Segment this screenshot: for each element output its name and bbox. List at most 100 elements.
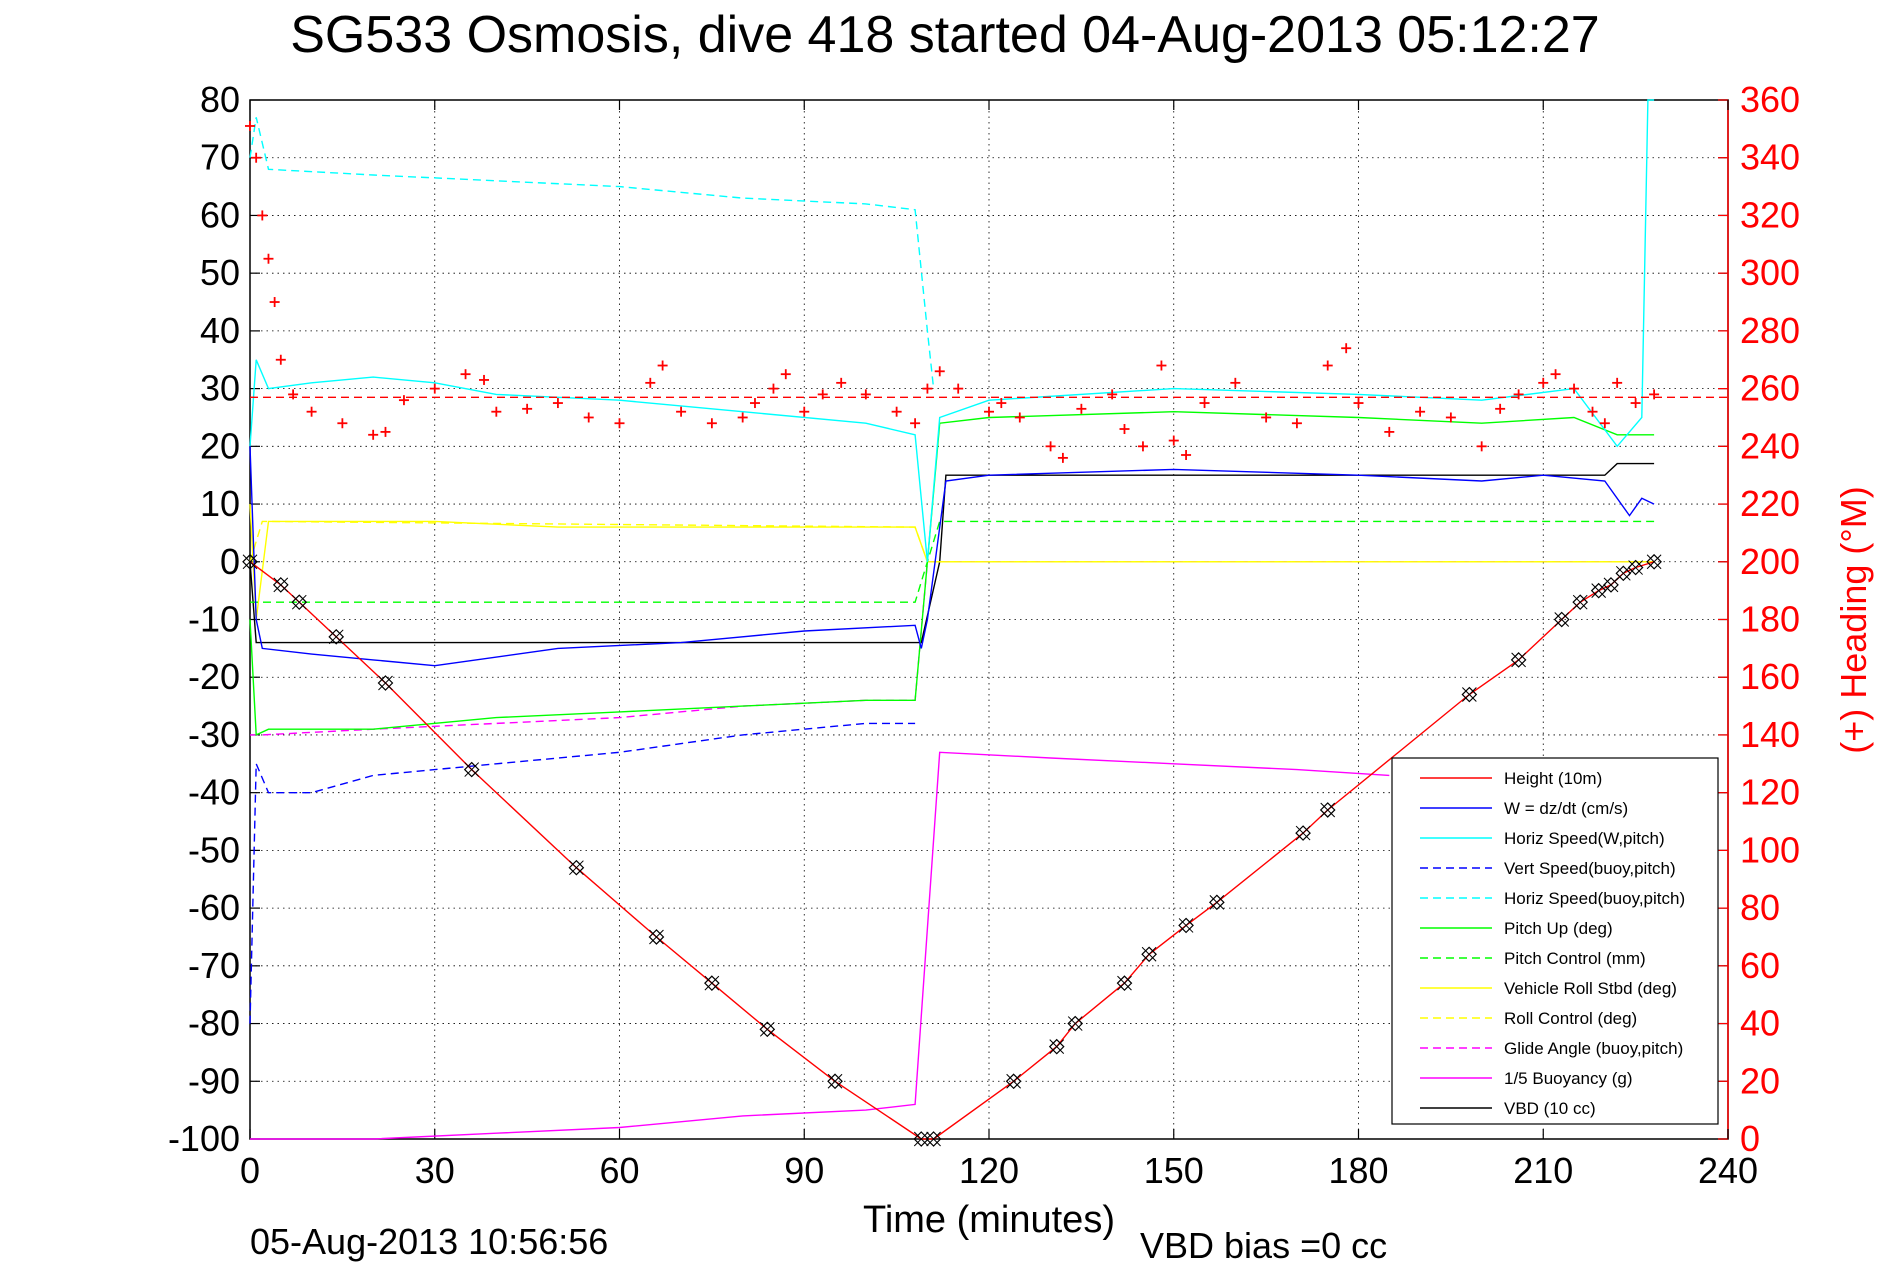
heading-point [1384,426,1395,437]
heading-point [780,369,791,380]
tick-label-left: 10 [200,483,240,524]
tick-label-left: 70 [200,137,240,178]
heading-point [1649,389,1660,400]
tick-label-left: -80 [188,1003,240,1044]
legend-label: Vert Speed(buoy,pitch) [1504,859,1676,878]
height-marker [242,553,258,570]
heading-point [368,429,379,440]
series-line [249,722,916,1024]
heading-point [1495,403,1506,414]
heading-point [676,406,687,417]
heading-point [522,403,533,414]
series-line [249,410,1655,736]
tick-label-left: -10 [188,599,240,640]
height-marker [1553,611,1570,628]
heading-point [749,398,760,409]
heading-point [460,369,471,380]
heading-point [1291,418,1302,429]
heading-point [1513,389,1524,400]
height-marker [1603,577,1619,593]
heading-point [1014,412,1025,423]
tick-label-left: 40 [200,310,240,351]
tick-label-x: 90 [784,1150,824,1191]
heading-point [1261,412,1272,423]
heading-point [1353,398,1364,409]
heading-point [398,395,409,406]
footer-timestamp: 05-Aug-2013 10:56:56 [250,1221,608,1262]
height-marker [1048,1038,1065,1055]
tick-label-x: 0 [240,1150,260,1191]
legend-box [1391,757,1719,1125]
legend-label: Pitch Control (mm) [1504,949,1646,968]
legend-label: Pitch Up (deg) [1504,919,1613,938]
height-marker [1627,559,1644,576]
height-marker [328,628,345,645]
heading-point [275,354,286,365]
tick-label-right: 60 [1740,945,1780,986]
heading-point [768,383,779,394]
height-marker [648,929,665,945]
tick-label-left: -50 [188,829,240,870]
legend-label: Vehicle Roll Stbd (deg) [1504,979,1677,998]
chart-title: SG533 Osmosis, dive 418 started 04-Aug-2… [290,6,1599,64]
heading-point [817,389,828,400]
tick-label-right: 80 [1740,887,1780,928]
legend-label: Roll Control (deg) [1504,1009,1637,1028]
tick-label-left: -70 [188,945,240,986]
height-marker [568,859,585,876]
heading-point [657,360,668,371]
height-marker [1510,652,1527,668]
tick-label-right: 100 [1740,829,1800,870]
tick-label-left: -60 [188,887,240,928]
tick-label-left: 0 [220,541,240,582]
tick-label-x: 60 [599,1150,639,1191]
heading-point [1612,377,1623,388]
heading-point [306,406,317,417]
heading-point [1550,369,1561,380]
heading-point [645,377,656,388]
height-marker [1615,565,1632,582]
heading-point [1107,389,1118,400]
heading-point [891,406,902,417]
tick-label-x: 120 [959,1150,1019,1191]
heading-point [1322,360,1333,371]
heading-point [257,210,268,221]
heading-point [1181,449,1192,460]
tick-label-right: 300 [1740,252,1800,293]
tick-label-left: 20 [200,425,240,466]
height-marker [1005,1073,1022,1090]
vbd-bias-label: VBD bias =0 cc [1140,1225,1387,1262]
legend-label: Horiz Speed(buoy,pitch) [1504,889,1685,908]
height-marker [291,594,308,611]
heading-point [380,426,391,437]
height-marker [1141,946,1157,963]
right-axis-ticks: 0 20 40 60 80 100 120 140 160 180 200 220 240 260 280 3… [1718,79,1800,1159]
height-marker [463,761,480,778]
heading-point [706,418,717,429]
heading-point [1341,343,1352,354]
tick-label-left: 30 [200,368,240,409]
height-marker [1590,582,1607,599]
height-marker [1209,894,1225,911]
heading-point [996,398,1007,409]
right-axis-label: (+) Heading (°M) [1833,486,1874,753]
heading-point [288,389,299,400]
heading-point [251,152,262,163]
tick-label-right: 280 [1740,310,1800,351]
legend-label: VBD (10 cc) [1504,1099,1596,1118]
tick-label-right: 120 [1740,772,1800,813]
height-marker [1116,975,1133,991]
heading-point [1168,435,1179,446]
heading-point [583,412,594,423]
tick-label-left: 50 [200,252,240,293]
heading-point [1045,441,1056,452]
series-line [249,462,1655,644]
height-marker [925,1131,942,1147]
legend-label: Horiz Speed(W,pitch) [1504,829,1665,848]
heading-point [1587,406,1598,417]
height-marker [1178,917,1194,934]
heading-point [337,418,348,429]
tick-label-right: 140 [1740,714,1800,755]
heading-point [1599,418,1610,429]
